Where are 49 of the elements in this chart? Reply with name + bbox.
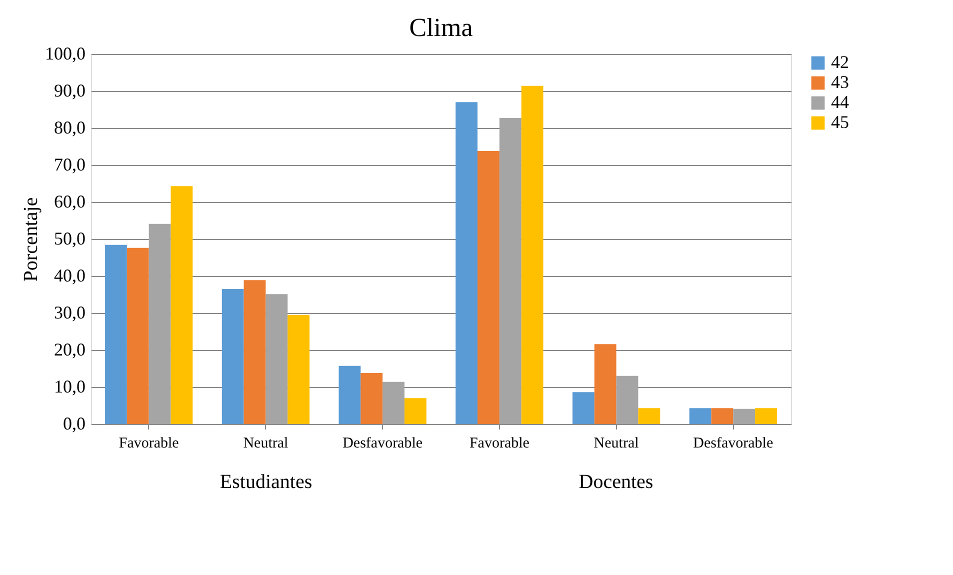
legend-label: 45 [831,112,849,132]
x-tick-label: Favorable [118,436,180,452]
bar [148,224,171,424]
bar [521,86,544,424]
text: Docentes [578,471,654,493]
bar [638,408,660,424]
y-tick-label: 50,0 [54,228,86,248]
x-tick-label: Desfavorable [693,436,774,452]
bar [755,408,777,424]
y-tick-label: 100,0 [45,44,86,64]
y-tick-label: 20,0 [54,340,86,360]
y-tick-label: 0,0 [63,414,86,434]
bar [360,372,383,424]
bar [689,408,712,424]
y-tick-label: 90,0 [54,80,86,100]
bar [616,376,638,424]
y-tick-label: 10,0 [54,376,86,396]
bar [711,408,734,424]
x-tick-label: Favorable [469,436,530,452]
y-tick-label: 40,0 [54,266,86,286]
y-axis-title: Porcentaje [20,197,42,282]
legend-label: 43 [831,72,849,92]
bar [126,248,149,424]
y-tick-label: 70,0 [54,154,86,174]
bar [733,408,756,424]
bar [456,102,478,424]
bar [244,280,266,424]
y-tick-label: 80,0 [54,118,86,138]
text: Estudiantes [220,471,312,493]
bar [288,314,310,424]
bar [572,392,594,424]
chart-title: Clima [409,13,474,42]
bar [404,398,426,424]
y-tick-label: 60,0 [54,192,86,212]
bar [499,118,522,424]
bar [222,288,244,424]
bar [478,150,500,424]
bar [105,244,127,424]
legend-label: 42 [831,52,849,72]
legend-label: 44 [831,92,849,112]
x-tick-label: Neutral [594,436,639,452]
y-tick-label: 30,0 [54,302,86,322]
bar [594,344,616,424]
bar [170,186,193,424]
bar [266,294,288,424]
x-tick-label: Desfavorable [342,436,423,452]
x-tick-label: Neutral [243,436,288,452]
bar [338,366,361,424]
bar [382,382,404,424]
